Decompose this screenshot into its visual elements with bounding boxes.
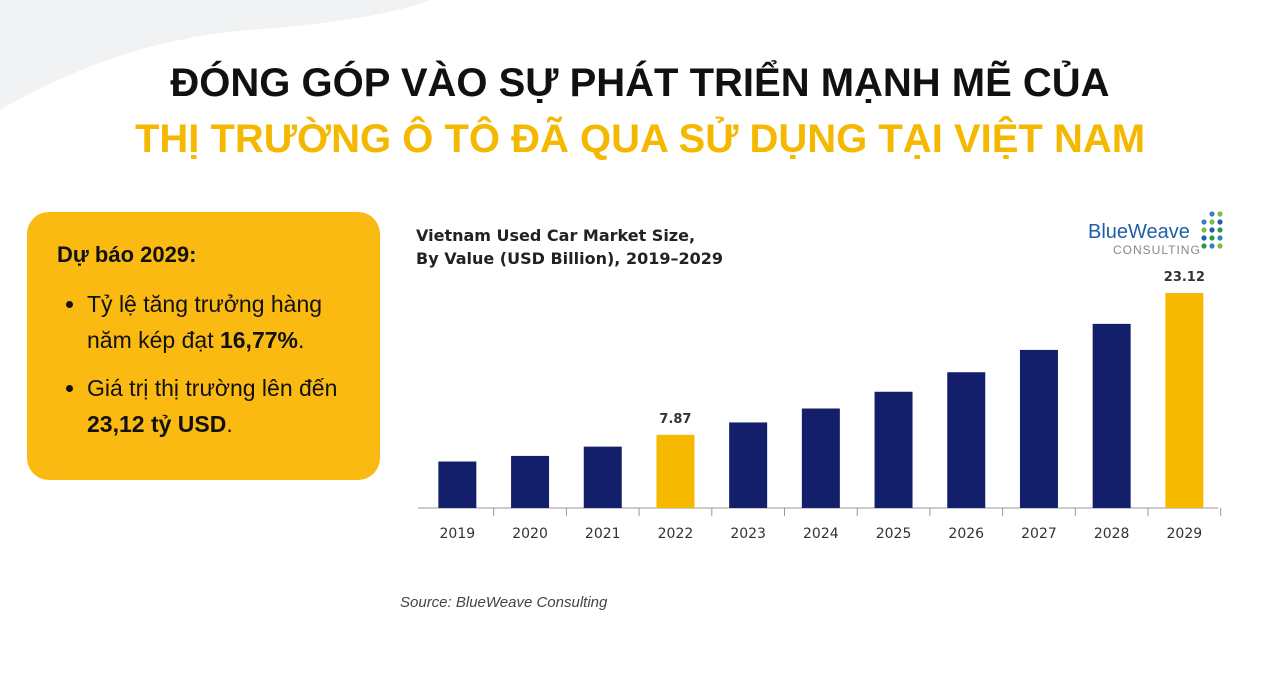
- x-tick-label: 2024: [803, 526, 839, 542]
- x-tick-label: 2025: [876, 526, 912, 542]
- bar: [583, 446, 622, 508]
- logo-dot: [1209, 227, 1215, 233]
- x-tick-label: 2022: [658, 526, 694, 542]
- x-tick-label: 2021: [585, 526, 621, 542]
- x-tick-label: 2019: [440, 526, 476, 542]
- value-label: 23.12: [1164, 270, 1205, 285]
- x-tick-label: 2028: [1094, 526, 1130, 542]
- bullet-end: .: [297, 327, 305, 353]
- logo-dot: [1209, 243, 1215, 249]
- bullet-bold: 16,77%: [219, 327, 298, 353]
- logo-dot: [1201, 227, 1207, 233]
- bullet-text: Giá trị thị trường lên đến: [87, 375, 338, 401]
- bullet-bold: 23,12 tỷ USD: [87, 411, 227, 437]
- logo-dot: [1217, 219, 1223, 225]
- x-tick-label: 2027: [1021, 526, 1057, 542]
- decor: [0, 0, 430, 110]
- logo-sub: CONSULTING: [1113, 243, 1201, 257]
- bar: [438, 461, 477, 508]
- logo-dot: [1217, 243, 1223, 249]
- bar: [801, 408, 840, 508]
- logo-dot: [1217, 227, 1223, 233]
- chart-title: Vietnam Used Car Market Size,: [416, 226, 695, 245]
- logo-dot: [1217, 235, 1223, 241]
- x-tick-label: 2026: [948, 526, 984, 542]
- bar: [1019, 349, 1058, 508]
- bar: [947, 372, 986, 508]
- bar: [1092, 323, 1131, 508]
- bullet: Giá trị thị trường lên đến 23,12 tỷ USD.: [87, 370, 362, 442]
- bullet-end: .: [226, 411, 233, 437]
- logo-dot: [1201, 243, 1207, 249]
- info-title: Dự báo 2029:: [57, 242, 197, 267]
- info-box: Dự báo 2029: Tỷ lệ tăng trưởng hàng năm …: [27, 212, 380, 480]
- x-tick-label: 2029: [1167, 526, 1203, 542]
- logo: BlueWeave: [1088, 221, 1190, 243]
- bar: [656, 434, 695, 508]
- source: Source: BlueWeave Consulting: [400, 594, 608, 611]
- logo-dot: [1209, 219, 1215, 225]
- bullets: Tỷ lệ tăng trưởng hàng năm kép đạt 16,77…: [57, 286, 362, 442]
- bar: [511, 455, 550, 508]
- logo-dot: [1209, 211, 1215, 217]
- chart-subtitle: By Value (USD Billion), 2019–2029: [416, 249, 723, 268]
- logo-dot: [1201, 235, 1207, 241]
- bar: [1165, 293, 1204, 508]
- logo-dot: [1201, 219, 1207, 225]
- bullet: Tỷ lệ tăng trưởng hàng năm kép đạt 16,77…: [87, 286, 362, 358]
- logo-dot: [1209, 235, 1215, 241]
- title-line1: ĐÓNG GÓP VÀO SỰ PHÁT TRIỂN MẠNH MẼ CỦA: [170, 58, 1109, 105]
- bar: [729, 422, 768, 508]
- bullet-text: Tỷ lệ tăng trưởng hàng năm kép đạt: [87, 291, 323, 353]
- logo-dots: [1201, 211, 1223, 249]
- x-tick-label: 2020: [512, 526, 548, 542]
- bar: [874, 391, 913, 508]
- logo-dot: [1217, 211, 1223, 217]
- x-tick-label: 2023: [730, 526, 766, 542]
- title-line2: THỊ TRƯỜNG Ô TÔ ĐÃ QUA SỬ DỤNG TẠI VIỆT …: [135, 115, 1145, 161]
- value-label: 7.87: [659, 412, 691, 427]
